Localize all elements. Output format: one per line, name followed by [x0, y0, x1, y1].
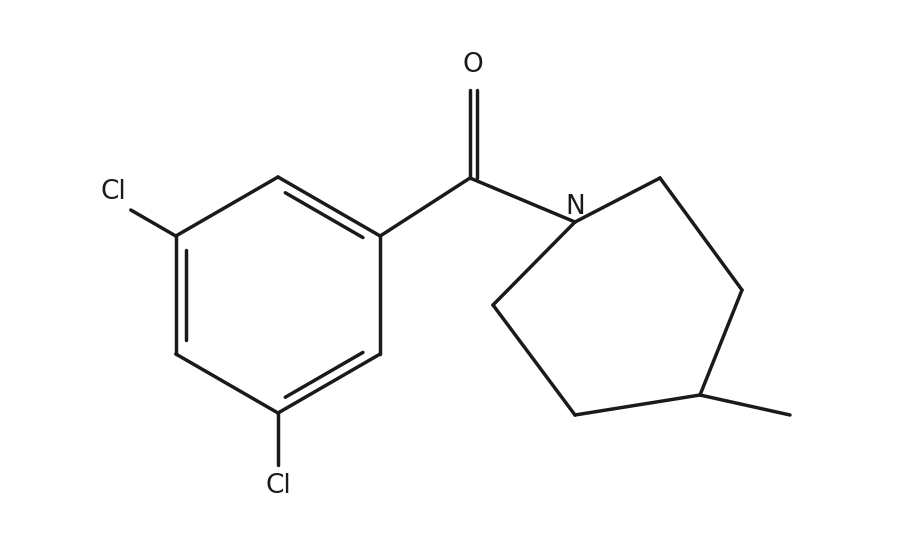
Text: N: N	[565, 194, 585, 220]
Text: O: O	[463, 52, 484, 78]
Text: Cl: Cl	[100, 179, 126, 205]
Text: Cl: Cl	[265, 473, 291, 499]
